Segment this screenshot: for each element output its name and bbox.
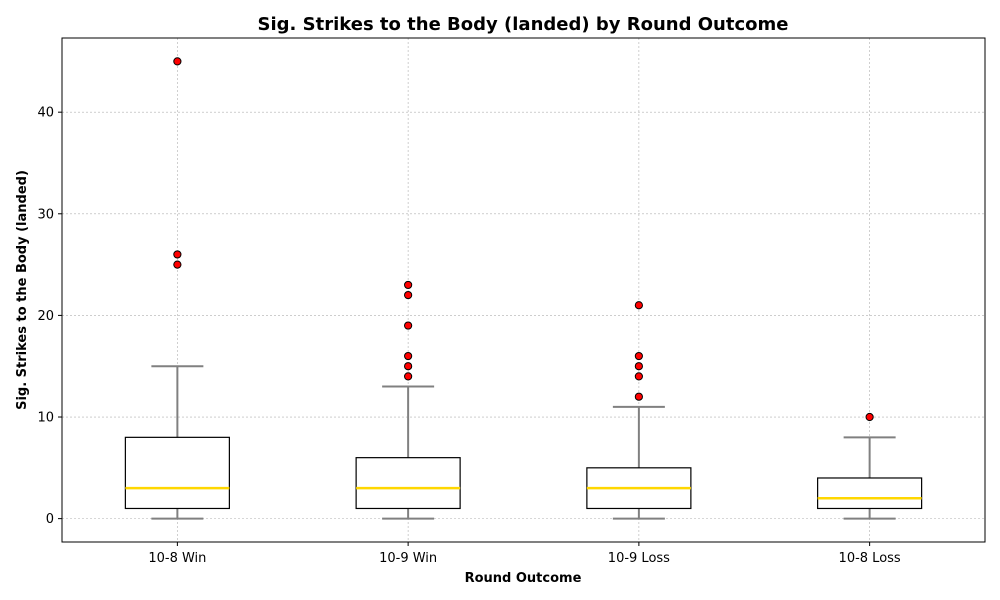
outlier-point — [173, 57, 182, 66]
outlier-point — [404, 362, 413, 371]
box-group — [586, 301, 692, 520]
outlier-point — [634, 301, 643, 310]
y-axis-ticks: 0 10 20 30 40 — [37, 106, 62, 527]
outlier-point — [173, 260, 182, 269]
chart-title: Sig. Strikes to the Body (landed) by Rou… — [258, 14, 789, 35]
outlier-point — [404, 290, 413, 300]
outlier-point — [404, 280, 413, 290]
x-tick-label: 10-9 Win — [379, 551, 437, 566]
outlier-point — [404, 321, 413, 330]
x-axis-ticks: 10-8 Win 10-9 Win 10-9 Loss 10-8 Loss — [148, 542, 901, 566]
y-tick-label: 30 — [37, 207, 54, 222]
grid-lines — [62, 38, 985, 542]
x-tick-label: 10-9 Loss — [608, 551, 670, 566]
y-tick-label: 40 — [37, 106, 54, 121]
iqr-box — [355, 457, 461, 510]
plot-area-frame — [61, 37, 986, 543]
y-tick-label: 10 — [37, 411, 54, 426]
outlier-point — [634, 362, 643, 371]
x-tick-label: 10-8 Loss — [839, 551, 901, 566]
x-tick-label: 10-8 Win — [148, 551, 206, 566]
outlier-point — [634, 392, 643, 401]
outlier-point — [173, 250, 182, 259]
box-group — [817, 412, 923, 520]
outlier-point — [404, 351, 413, 361]
iqr-box — [817, 477, 923, 510]
box-series — [124, 57, 923, 520]
y-axis-label: Sig. Strikes to the Body (landed) — [15, 170, 30, 410]
outlier-point — [634, 372, 643, 381]
outlier-point — [865, 412, 874, 422]
box-group — [355, 280, 461, 520]
outlier-point — [634, 351, 643, 361]
outlier-point — [404, 372, 413, 381]
y-tick-label: 20 — [37, 309, 54, 324]
box-group — [124, 57, 230, 520]
y-tick-label: 0 — [46, 512, 54, 527]
x-axis-label: Round Outcome — [465, 571, 582, 586]
iqr-box — [124, 436, 230, 510]
